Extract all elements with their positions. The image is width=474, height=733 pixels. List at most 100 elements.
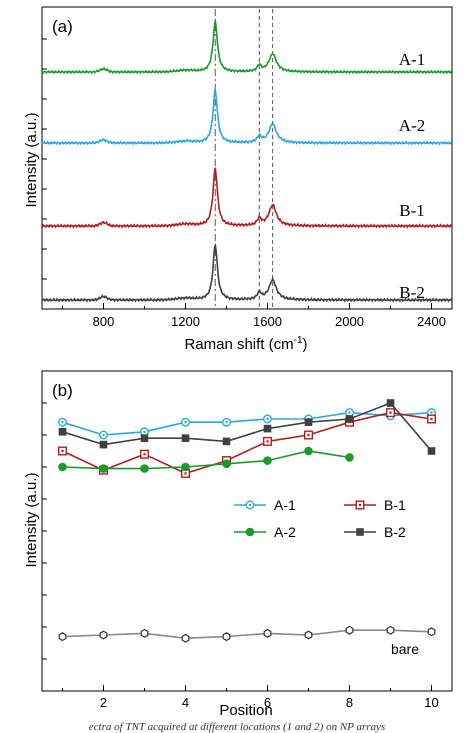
panel-b-legend-entry: B-2 [344, 524, 406, 540]
panel-b-data-point-dot [184, 472, 187, 475]
panel-b-series-line [62, 402, 433, 452]
panel-b-data-point [58, 632, 67, 642]
panel-a-x-axis-label-main: Raman shift (cm [184, 336, 293, 353]
panel-b-legend-label: B-2 [384, 524, 406, 540]
panel-b-series-line [62, 411, 432, 436]
panel-b-data-point [99, 464, 108, 473]
panel-b-data-point-dot [102, 433, 105, 437]
panel-a-x-tick-label: 2000 [335, 314, 364, 329]
panel-a-y-ticks [42, 38, 47, 280]
panel-b-data-point [304, 418, 313, 426]
panel-b-y-ticks [42, 402, 47, 660]
panel-b-data-point-dot [143, 430, 146, 433]
panel-b-bare-label: bare [391, 641, 419, 657]
panel-b-data-point [98, 430, 108, 440]
panel-a-y-axis-label: Intensity (a.u.) [23, 112, 40, 207]
panel-b-data-point [263, 436, 273, 446]
panel-b-data-point [386, 625, 395, 635]
panel-a-x-tick-label: 1200 [171, 314, 200, 329]
panel-b-legend-marker [356, 528, 364, 536]
panel-b-data-point [345, 415, 354, 423]
panel-b-x-tick-label: 6 [264, 695, 271, 710]
panel-b-data-point [427, 414, 437, 424]
panel-b-data-point [99, 630, 108, 640]
panel-b-data-point [58, 417, 68, 427]
panel-a-x-axis-label: Raman shift (cm-1) [184, 335, 307, 353]
panel-b-data-point [58, 462, 67, 472]
panel-b-data-point [427, 447, 436, 455]
panel-b-data-point-dot [430, 417, 433, 421]
panel-b-data-point [386, 399, 395, 407]
panel-b-data-point-dot [61, 421, 64, 424]
panel-b-data-point-dot [143, 453, 146, 456]
panel-b-series-line [62, 629, 432, 640]
panel-b-data-point [345, 453, 354, 462]
panel-b-data-point [181, 462, 190, 472]
panel-b-data-point [181, 633, 190, 643]
panel-a-reference-lines [214, 9, 274, 307]
panel-b-data-point-dot [389, 411, 392, 414]
panel-b-series-line [62, 411, 432, 475]
panel-b-data-point-dot [266, 440, 269, 443]
panel-b-x-tick-label: 10 [424, 695, 438, 710]
panel-a-raman-spectra: 800 1200 1600 2000 2400 A-1 A-2 B-1 B-2 (a) Int… [23, 6, 453, 353]
panel-b-data-point [180, 417, 190, 427]
panel-b-x-tick-label: 4 [182, 695, 189, 710]
panel-b-series-bare [58, 625, 436, 643]
panel-b-data-point [263, 456, 272, 465]
panel-b-legend-label: A-1 [274, 497, 296, 513]
panel-b-data-point [140, 434, 149, 442]
panel-b-data-point-dot [348, 411, 351, 414]
panel-a-series-label: A-1 [399, 50, 425, 69]
panel-b-legend-label: B-1 [384, 497, 406, 513]
panel-a-spectra [41, 18, 453, 303]
panel-a-x-tick-label: 800 [93, 314, 115, 329]
panel-b-data-point [222, 437, 231, 446]
panel-b-data-point [58, 446, 68, 456]
panel-b-label: (b) [52, 381, 73, 400]
panel-b-legend-marker-dot [248, 503, 252, 507]
panel-b-legend: A-1 B-1 A-2 B-2 bare [234, 497, 419, 657]
panel-a-spectrum-b-2 [41, 243, 453, 303]
panel-b-data-point-dot [184, 421, 187, 424]
panel-b-data-point [386, 408, 396, 418]
panel-b-data-point-dot [225, 421, 228, 424]
panel-b-legend-marker [355, 500, 365, 510]
panel-a-series-label: B-1 [399, 201, 425, 220]
panel-b-data-point [263, 628, 272, 638]
panel-b-series-line [62, 450, 350, 470]
panel-b-legend-entry: A-2 [234, 524, 296, 540]
panel-b-data-point [140, 464, 149, 473]
panel-b-legend-entry: A-1 [234, 497, 296, 513]
panel-b-x-tick-label: 8 [346, 695, 353, 710]
panel-b-data-point [263, 424, 272, 433]
panel-b-x-ticks: 2 4 6 8 10 [62, 685, 439, 710]
panel-b-data-point [304, 446, 313, 456]
panel-b-legend-marker-dot [358, 503, 362, 507]
panel-b-data-point [221, 417, 231, 427]
panel-b-data-point [304, 630, 313, 640]
panel-a-spectrum-a-1 [41, 18, 452, 75]
panel-a-series-label: B-2 [399, 283, 425, 302]
panel-b-data-point [263, 414, 273, 424]
figure-caption: ectra of TNT acquired at different locat… [88, 722, 386, 733]
panel-a-series-labels: A-1 A-2 B-1 B-2 [399, 50, 425, 302]
panel-a-x-axis-label-sup: -1 [294, 335, 303, 346]
panel-b-data-point [427, 627, 436, 637]
panel-b-legend-marker [245, 527, 255, 537]
panel-b-data-point [222, 459, 231, 469]
panel-b-data-point-dot [61, 449, 64, 453]
panel-a-x-axis-label-end: ) [303, 336, 308, 353]
panel-a-x-tick-label: 1600 [253, 314, 282, 329]
panel-b-data-point [99, 440, 108, 449]
panel-b-legend-entry: B-1 [344, 497, 406, 513]
panel-b-data-point [304, 430, 314, 440]
panel-a-frame [41, 6, 453, 310]
panel-b-data-point-dot [307, 433, 310, 437]
panel-b-series-a-2 [58, 446, 354, 473]
panel-b-data-point [139, 449, 149, 459]
panel-a-x-tick-label: 2400 [417, 314, 446, 329]
panel-b-x-tick-label: 2 [100, 695, 107, 710]
panel-b-y-axis-label: Intensity (a.u.) [23, 472, 40, 567]
